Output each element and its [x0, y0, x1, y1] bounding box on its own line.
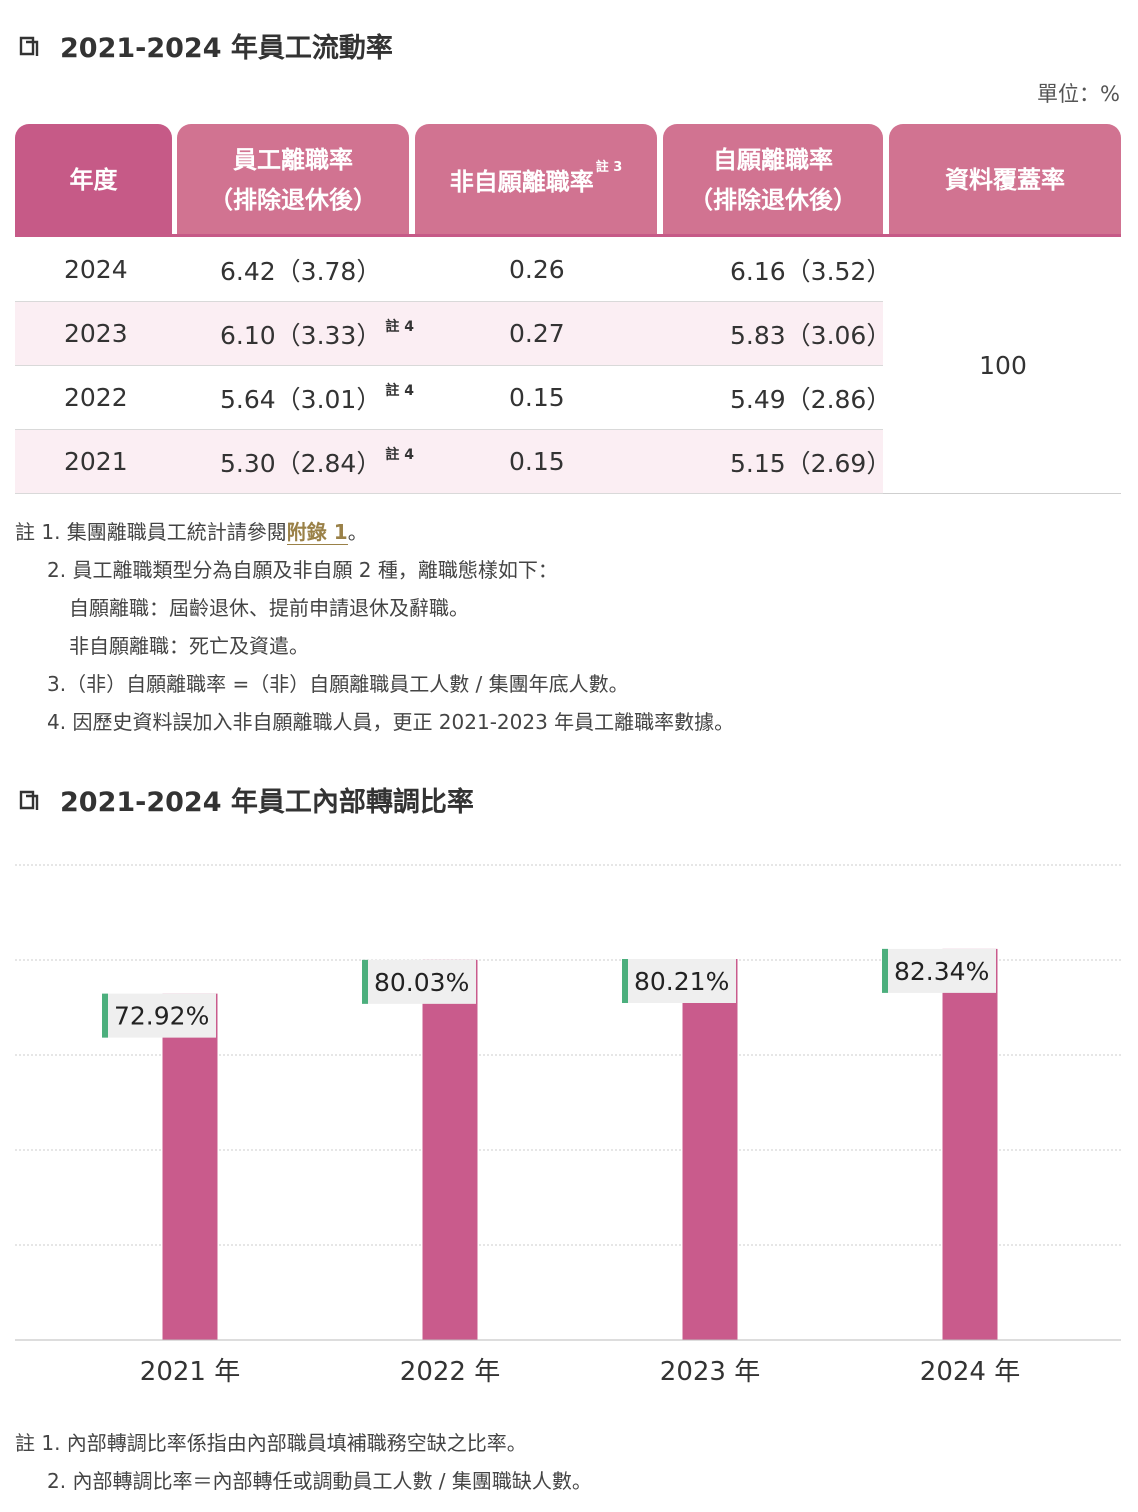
data-label: 80.21% [634, 967, 729, 996]
data-label-bg [102, 993, 216, 1038]
cell-voluntary: 6.16（3.52） [730, 256, 892, 286]
cell-year: 2023 [64, 319, 128, 348]
header-coverage: 資料覆蓋率 [889, 124, 1121, 236]
table-row: 2023 6.10（3.33）註 4 0.27 5.83（3.06） [15, 302, 891, 366]
cell-involuntary: 0.15 [509, 447, 565, 476]
note-2b: 非自願離職：死亡及資遣。 [69, 634, 309, 658]
header-note-3: 註 3 [595, 160, 623, 175]
cell-involuntary: 0.26 [509, 255, 565, 284]
data-label-accent [622, 959, 628, 1004]
data-label-accent [362, 959, 368, 1004]
header-involuntary: 非自願離職率註 3 [415, 124, 657, 236]
chart-note-2: 2. 內部轉調比率＝內部轉任或調動員工人數 / 集團職缺人數。 [47, 1469, 592, 1493]
header-turnover: 員工離職率 （排除退休後） [177, 124, 409, 236]
note-3: 3.（非）自願離職率 =（非）自願離職員工人數 / 集團年底人數。 [47, 672, 629, 696]
bar [682, 959, 738, 1340]
note-4: 4. 因歷史資料誤加入非自願離職人員，更正 2021-2023 年員工離職率數據… [47, 710, 735, 734]
table-header: 年度 員工離職率 （排除退休後） 非自願離職率註 3 自願離職率 （排除退休後）… [15, 124, 1121, 238]
table-row: 2021 5.30（2.84）註 4 0.15 5.15（2.69） [15, 430, 891, 494]
data-label-bg [882, 948, 996, 993]
cell-turnover: 5.64（3.01）註 4 [220, 366, 414, 429]
cell-turnover: 6.42（3.78） [220, 256, 382, 286]
header-voluntary: 自願離職率 （排除退休後） [663, 124, 883, 236]
cell-voluntary: 5.83（3.06） [730, 320, 892, 350]
transfer-rate-chart: 72.92% 2021 年 80.03% 2022 年 80.21% 2023 年 82.3… [15, 864, 1121, 1387]
transfer-notes: 註 1. 內部轉調比率係指由內部職員填補職務空缺之比率。 2. 內部轉調比率＝內… [15, 1424, 592, 1500]
cell-voluntary: 5.15（2.69） [730, 448, 892, 478]
data-label: 72.92% [114, 1002, 209, 1031]
note-2a: 自願離職：屆齡退休、提前申請退休及辭職。 [69, 596, 469, 620]
x-tick-label: 2021 年 [140, 1357, 240, 1387]
cell-turnover: 6.10（3.33）註 4 [220, 302, 414, 365]
data-label-accent [102, 993, 108, 1038]
data-label-bg [362, 959, 476, 1004]
cell-involuntary: 0.27 [509, 319, 565, 348]
cell-voluntary: 5.49（2.86） [730, 384, 892, 414]
note-2: 2. 員工離職類型分為自願及非自願 2 種，離職態樣如下： [47, 558, 558, 582]
bar [422, 959, 478, 1340]
book-icon [19, 36, 39, 56]
x-tick-label: 2023 年 [660, 1357, 760, 1387]
turnover-table: 年度 員工離職率 （排除退休後） 非自願離職率註 3 自願離職率 （排除退休後）… [15, 124, 1121, 494]
header-year: 年度 [15, 124, 172, 236]
data-label-accent [882, 948, 888, 993]
unit-label: 單位：% [1037, 82, 1120, 106]
turnover-notes: 註 1. 集團離職員工統計請參閱附錄 1。 2. 員工離職類型分為自願及非自願 … [15, 513, 734, 741]
note-4-marker: 註 4 [385, 446, 414, 463]
bar [162, 993, 218, 1340]
table-row: 2022 5.64（3.01）註 4 0.15 5.49（2.86） [15, 366, 891, 430]
appendix-link[interactable]: 附錄 1 [286, 520, 348, 545]
data-label: 82.34% [894, 957, 989, 986]
cell-turnover: 5.30（2.84）註 4 [220, 430, 414, 493]
bar [942, 948, 998, 1340]
data-label: 80.03% [374, 968, 469, 997]
section-title-transfer: 2021-2024 年員工內部轉調比率 [18, 780, 474, 819]
cell-year: 2022 [64, 383, 128, 412]
cell-year: 2024 [64, 255, 128, 284]
header-divider [15, 234, 1121, 237]
note-1: 註 1. 集團離職員工統計請參閱附錄 1。 [15, 520, 368, 545]
chart-note-1: 註 1. 內部轉調比率係指由內部職員填補職務空缺之比率。 [15, 1431, 527, 1455]
x-tick-label: 2024 年 [920, 1357, 1020, 1387]
x-tick-label: 2022 年 [400, 1357, 500, 1387]
book-icon [19, 790, 39, 810]
table-body: 2024 6.42（3.78） 0.26 6.16（3.52） 2023 6.1… [15, 238, 1121, 494]
chart-title: 2021-2024 年員工內部轉調比率 [60, 787, 474, 818]
section-title-turnover: 2021-2024 年員工流動率 [18, 26, 393, 65]
note-4-marker: 註 4 [385, 318, 414, 335]
cell-coverage: 100 [979, 351, 1027, 380]
cell-involuntary: 0.15 [509, 383, 565, 412]
note-4-marker: 註 4 [385, 382, 414, 399]
page-title: 2021-2024 年員工流動率 [60, 33, 393, 64]
table-row: 2024 6.42（3.78） 0.26 6.16（3.52） [15, 238, 891, 302]
data-label-bg [622, 959, 736, 1004]
cell-year: 2021 [64, 447, 128, 476]
